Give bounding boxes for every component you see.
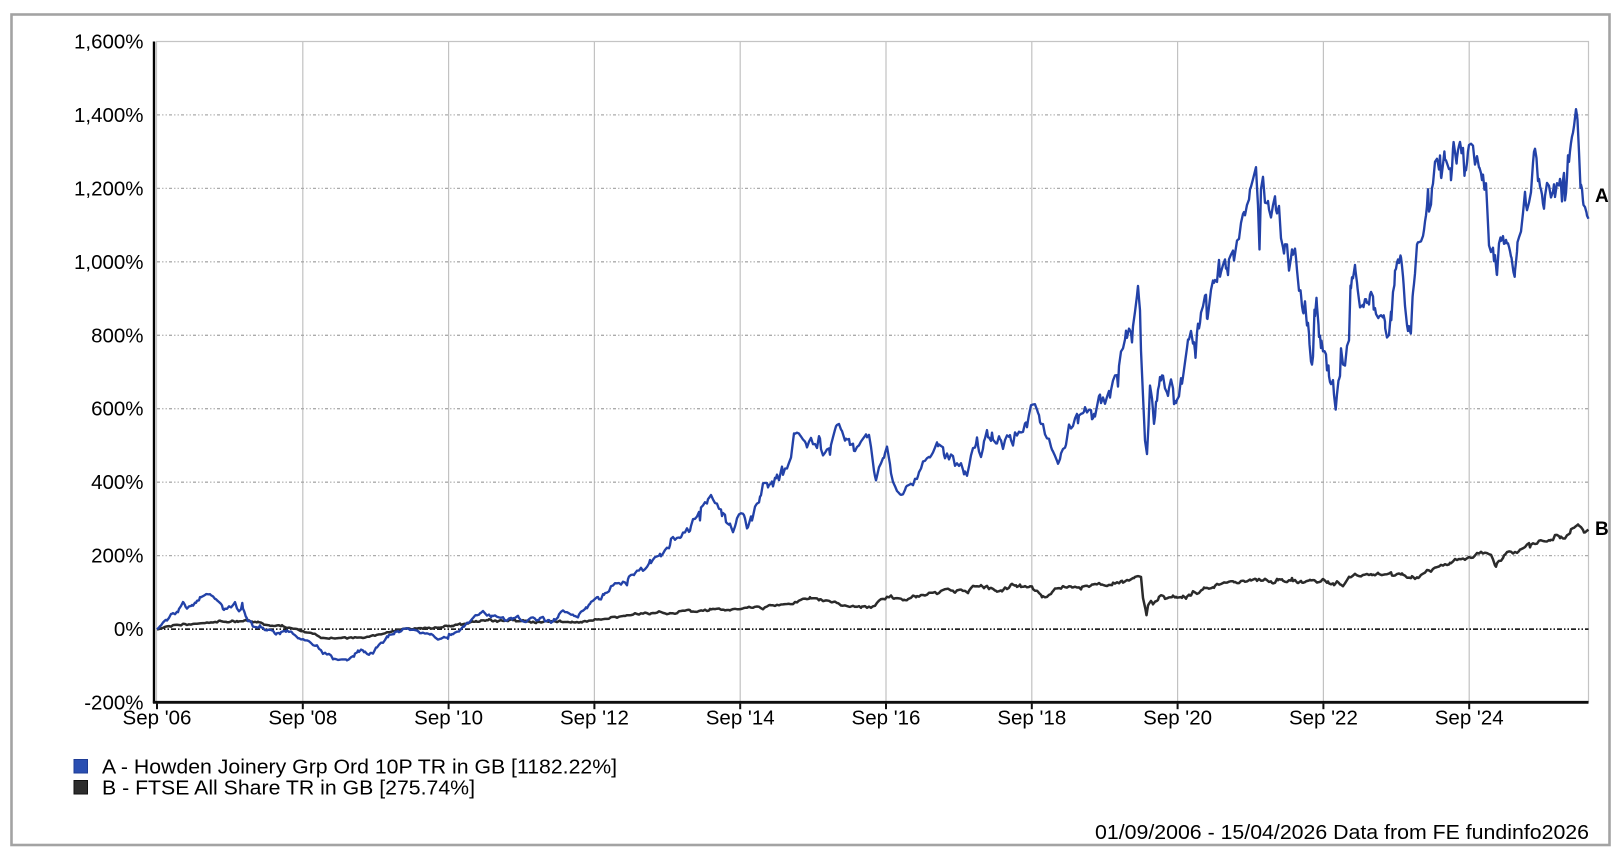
svg-text:Sep '24: Sep '24: [1435, 707, 1504, 730]
svg-text:1,400%: 1,400%: [74, 104, 144, 127]
svg-text:Sep '14: Sep '14: [706, 707, 775, 730]
svg-text:A: A: [1595, 186, 1609, 207]
svg-text:600%: 600%: [91, 398, 143, 421]
svg-text:800%: 800%: [91, 324, 143, 347]
svg-text:-200%: -200%: [84, 692, 143, 715]
svg-text:B: B: [1595, 519, 1609, 540]
svg-text:400%: 400%: [91, 471, 143, 494]
svg-text:Sep '08: Sep '08: [268, 707, 337, 730]
svg-text:Sep '10: Sep '10: [414, 707, 483, 730]
svg-text:Sep '20: Sep '20: [1143, 707, 1212, 730]
svg-text:A - Howden Joinery Grp Ord 10P: A - Howden Joinery Grp Ord 10P TR in GB …: [102, 757, 617, 779]
svg-text:1,200%: 1,200%: [74, 177, 144, 200]
svg-text:Sep '16: Sep '16: [852, 707, 921, 730]
svg-text:Sep '12: Sep '12: [560, 707, 629, 730]
svg-text:Sep '22: Sep '22: [1289, 707, 1358, 730]
svg-text:Sep '18: Sep '18: [997, 707, 1066, 730]
svg-text:01/09/2006 - 15/04/2026 Data f: 01/09/2006 - 15/04/2026 Data from FE fun…: [1095, 822, 1589, 844]
svg-text:200%: 200%: [91, 545, 143, 568]
svg-text:1,600%: 1,600%: [74, 31, 144, 54]
svg-text:0%: 0%: [114, 618, 144, 641]
svg-text:B - FTSE All Share TR in GB [2: B - FTSE All Share TR in GB [275.74%]: [102, 778, 475, 800]
svg-text:Sep '06: Sep '06: [123, 707, 192, 730]
svg-text:1,000%: 1,000%: [74, 251, 144, 274]
